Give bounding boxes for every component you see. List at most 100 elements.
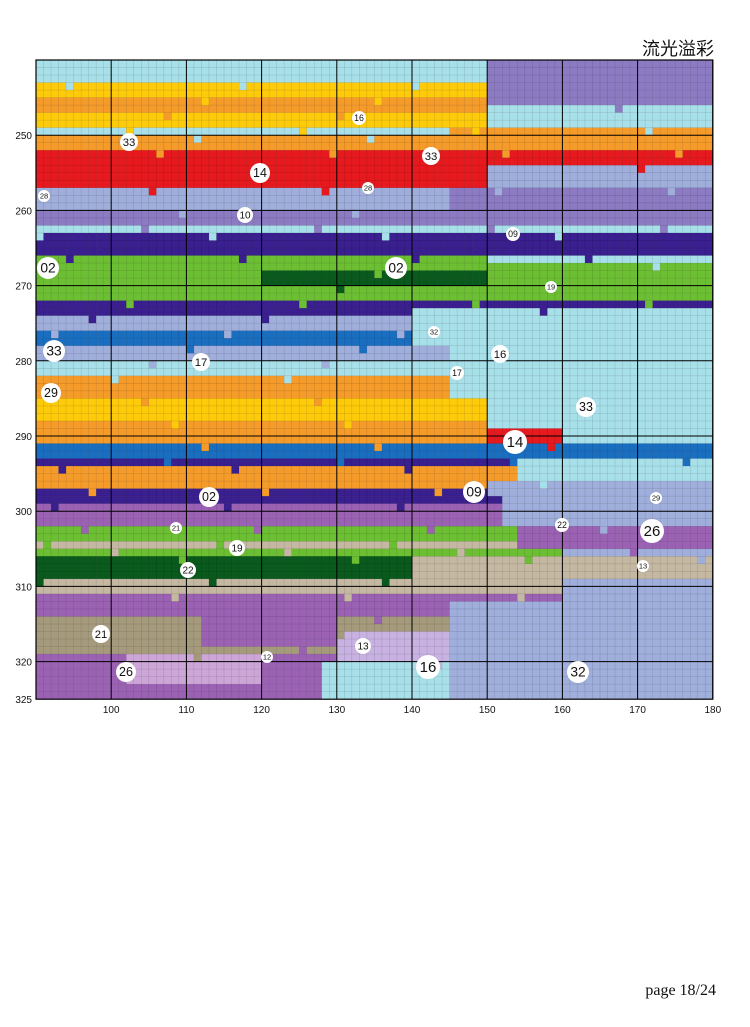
stitch-cell	[73, 180, 82, 189]
stitch-cell	[43, 150, 52, 158]
stitch-cell	[434, 75, 443, 83]
stitch-cell	[472, 330, 480, 339]
stitch-cell	[344, 225, 353, 234]
stitch-cell	[81, 330, 89, 339]
stitch-cell	[705, 150, 713, 158]
stitch-cell	[156, 323, 165, 331]
stitch-cell	[178, 210, 187, 219]
stitch-cell	[224, 202, 232, 211]
stitch-cell	[442, 112, 450, 121]
stitch-cell	[584, 120, 593, 128]
stitch-cell	[299, 413, 307, 422]
stitch-cell	[494, 436, 503, 444]
stitch-cell	[186, 270, 195, 279]
stitch-cell	[239, 443, 247, 452]
stitch-cell	[645, 436, 653, 444]
stitch-cell	[133, 120, 142, 128]
stitch-cell	[615, 195, 623, 204]
stitch-cell	[186, 67, 195, 76]
stitch-cell	[449, 157, 458, 166]
stitch-cell	[96, 413, 104, 422]
stitch-cell	[276, 202, 285, 211]
stitch-cell	[148, 451, 157, 459]
stitch-cell	[502, 255, 510, 264]
stitch-cell	[569, 82, 578, 91]
stitch-cell	[600, 466, 608, 474]
stitch-cell	[73, 75, 82, 83]
stitch-cell	[637, 240, 646, 249]
stitch-cell	[389, 285, 398, 294]
stitch-cell	[178, 248, 187, 256]
stitch-cell	[178, 443, 187, 452]
stitch-cell	[569, 202, 578, 211]
stitch-cell	[126, 278, 134, 286]
stitch-cell	[156, 60, 165, 68]
stitch-cell	[58, 112, 67, 121]
stitch-cell	[464, 120, 473, 128]
stitch-cell	[111, 217, 119, 226]
stitch-cell	[43, 135, 52, 143]
stitch-cell	[479, 210, 488, 219]
stitch-cell	[539, 82, 548, 91]
stitch-cell	[600, 82, 608, 91]
stitch-cell	[479, 240, 488, 249]
stitch-cell	[524, 240, 533, 249]
stitch-cell	[675, 97, 683, 106]
stitch-cell	[366, 142, 375, 151]
stitch-cell	[96, 300, 104, 309]
stitch-cell	[284, 240, 292, 249]
stitch-cell	[193, 105, 202, 113]
stitch-cell	[329, 285, 337, 294]
stitch-cell	[284, 97, 292, 106]
stitch-cell	[675, 458, 683, 467]
stitch-cell	[509, 210, 518, 219]
stitch-cell	[697, 67, 706, 76]
stitch-cell	[148, 458, 157, 467]
stitch-cell	[299, 428, 307, 437]
stitch-cell	[126, 428, 134, 437]
stitch-cell	[96, 308, 104, 316]
stitch-cell	[276, 436, 285, 444]
stitch-cell	[178, 315, 187, 324]
stitch-cell	[412, 187, 420, 196]
stitch-cell	[600, 202, 608, 211]
stitch-cell	[524, 217, 533, 226]
stitch-cell	[284, 172, 292, 181]
stitch-cell	[171, 428, 180, 437]
stitch-cell	[630, 368, 638, 377]
stitch-cell	[434, 127, 443, 136]
stitch-cell	[592, 360, 601, 369]
stitch-cell	[404, 353, 413, 361]
stitch-cell	[231, 360, 240, 369]
stitch-cell	[381, 353, 390, 361]
stitch-cell	[374, 60, 383, 68]
stitch-cell	[675, 413, 683, 422]
stitch-cell	[705, 390, 713, 399]
stitch-cell	[246, 323, 255, 331]
stitch-cell	[299, 217, 307, 226]
stitch-cell	[442, 323, 450, 331]
stitch-cell	[389, 217, 398, 226]
stitch-cell	[675, 405, 683, 414]
stitch-cell	[314, 323, 322, 331]
stitch-cell	[434, 323, 443, 331]
stitch-cell	[584, 248, 593, 256]
stitch-cell	[239, 157, 247, 166]
stitch-cell	[622, 217, 631, 226]
stitch-cell	[344, 383, 353, 392]
stitch-cell	[532, 90, 541, 98]
stitch-cell	[524, 293, 533, 301]
stitch-cell	[630, 240, 638, 249]
stitch-cell	[231, 285, 240, 294]
stitch-cell	[615, 112, 623, 121]
stitch-cell	[58, 142, 67, 151]
stitch-cell	[261, 127, 270, 136]
stitch-cell	[502, 202, 510, 211]
stitch-cell	[584, 90, 593, 98]
stitch-cell	[141, 210, 149, 219]
stitch-cell	[239, 180, 247, 189]
stitch-cell	[133, 473, 142, 482]
stitch-cell	[306, 210, 315, 219]
stitch-cell	[261, 187, 270, 196]
stitch-cell	[239, 398, 247, 407]
